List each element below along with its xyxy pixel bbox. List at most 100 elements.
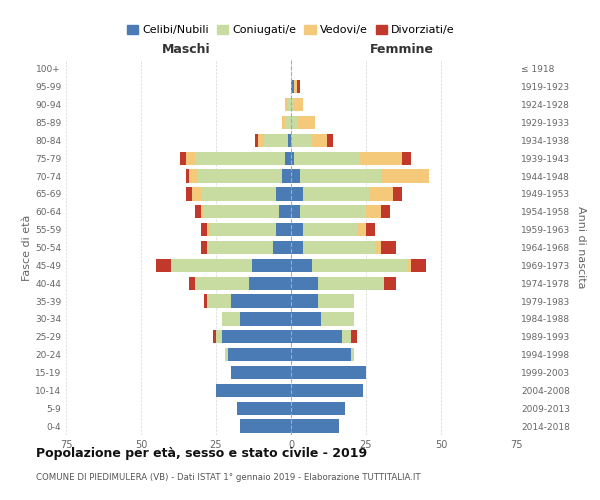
Bar: [285, 116, 291, 129]
Bar: [204, 205, 279, 218]
Bar: [207, 241, 273, 254]
Bar: [279, 205, 291, 218]
Bar: [291, 258, 312, 272]
Bar: [186, 187, 192, 200]
Bar: [195, 152, 285, 165]
Bar: [303, 241, 375, 254]
Bar: [201, 223, 207, 236]
Bar: [204, 294, 207, 308]
Bar: [294, 152, 360, 165]
Bar: [291, 134, 312, 147]
Bar: [291, 366, 366, 379]
Bar: [291, 276, 318, 290]
Bar: [291, 98, 294, 112]
Bar: [207, 294, 231, 308]
Bar: [225, 348, 228, 362]
Text: COMUNE DI PIEDIMULERA (VB) - Dati ISTAT 1° gennaio 2019 - Elaborazione TUTTITALI: COMUNE DI PIEDIMULERA (VB) - Dati ISTAT …: [36, 473, 421, 482]
Text: Femmine: Femmine: [370, 44, 434, 57]
Bar: [222, 312, 240, 326]
Bar: [291, 116, 297, 129]
Bar: [381, 205, 390, 218]
Bar: [375, 241, 381, 254]
Text: Popolazione per età, sesso e stato civile - 2019: Popolazione per età, sesso e stato civil…: [36, 448, 367, 460]
Bar: [294, 80, 297, 94]
Bar: [276, 223, 291, 236]
Bar: [240, 312, 291, 326]
Bar: [222, 330, 291, 344]
Bar: [360, 152, 402, 165]
Text: Maschi: Maschi: [161, 44, 211, 57]
Legend: Celibi/Nubili, Coniugati/e, Vedovi/e, Divorziati/e: Celibi/Nubili, Coniugati/e, Vedovi/e, Di…: [123, 20, 459, 40]
Bar: [297, 80, 300, 94]
Bar: [291, 384, 363, 397]
Bar: [273, 241, 291, 254]
Y-axis label: Anni di nascita: Anni di nascita: [575, 206, 586, 289]
Bar: [366, 223, 375, 236]
Bar: [252, 258, 291, 272]
Bar: [291, 312, 321, 326]
Bar: [291, 187, 303, 200]
Bar: [411, 258, 426, 272]
Bar: [285, 98, 288, 112]
Bar: [237, 402, 291, 415]
Bar: [297, 116, 315, 129]
Bar: [291, 330, 342, 344]
Bar: [201, 205, 204, 218]
Bar: [216, 384, 291, 397]
Bar: [408, 258, 411, 272]
Bar: [369, 187, 393, 200]
Bar: [291, 170, 300, 183]
Y-axis label: Fasce di età: Fasce di età: [22, 214, 32, 280]
Bar: [189, 170, 198, 183]
Bar: [171, 258, 252, 272]
Bar: [228, 348, 291, 362]
Bar: [381, 241, 396, 254]
Bar: [291, 348, 351, 362]
Bar: [291, 205, 300, 218]
Bar: [303, 223, 357, 236]
Bar: [216, 330, 222, 344]
Bar: [381, 170, 429, 183]
Bar: [276, 187, 291, 200]
Bar: [201, 241, 207, 254]
Bar: [393, 187, 402, 200]
Bar: [156, 258, 171, 272]
Bar: [351, 330, 357, 344]
Bar: [207, 223, 210, 236]
Bar: [264, 134, 288, 147]
Bar: [291, 420, 339, 433]
Bar: [342, 330, 351, 344]
Bar: [351, 348, 354, 362]
Bar: [186, 152, 195, 165]
Bar: [291, 294, 318, 308]
Bar: [312, 134, 327, 147]
Bar: [318, 294, 354, 308]
Bar: [300, 205, 366, 218]
Bar: [240, 420, 291, 433]
Bar: [303, 187, 369, 200]
Bar: [180, 152, 186, 165]
Bar: [321, 312, 354, 326]
Bar: [255, 134, 258, 147]
Bar: [195, 205, 201, 218]
Bar: [291, 152, 294, 165]
Bar: [312, 258, 408, 272]
Bar: [258, 134, 264, 147]
Bar: [213, 330, 216, 344]
Bar: [249, 276, 291, 290]
Bar: [294, 98, 303, 112]
Bar: [285, 152, 291, 165]
Bar: [189, 276, 195, 290]
Bar: [291, 402, 345, 415]
Bar: [318, 276, 384, 290]
Bar: [357, 223, 366, 236]
Bar: [291, 241, 303, 254]
Bar: [366, 205, 381, 218]
Bar: [291, 80, 294, 94]
Bar: [327, 134, 333, 147]
Bar: [282, 170, 291, 183]
Bar: [282, 116, 285, 129]
Bar: [402, 152, 411, 165]
Bar: [384, 276, 396, 290]
Bar: [201, 187, 276, 200]
